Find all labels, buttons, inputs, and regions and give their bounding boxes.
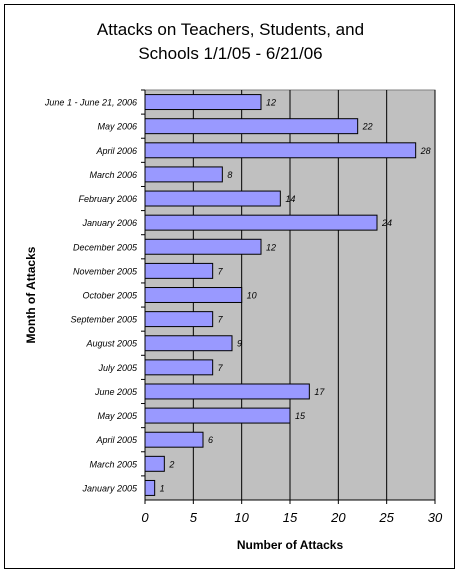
category-label: May 2006 bbox=[97, 122, 137, 132]
category-label: March 2006 bbox=[89, 170, 137, 180]
category-label: June 2005 bbox=[94, 387, 138, 397]
bar bbox=[144, 190, 281, 207]
x-tick-labels: 0 5 10 15 20 25 30 bbox=[141, 500, 443, 525]
x-tick-label: 0 bbox=[141, 510, 149, 525]
data-label: 14 bbox=[285, 194, 295, 204]
data-label: 12 bbox=[266, 242, 276, 252]
chart-title-line-1: Attacks on Teachers, Students, and bbox=[96, 20, 365, 39]
data-label: 7 bbox=[218, 266, 224, 276]
category-label: January 2005 bbox=[81, 483, 138, 493]
category-label: November 2005 bbox=[73, 266, 138, 276]
data-label: 6 bbox=[208, 435, 213, 445]
data-label: 10 bbox=[247, 291, 257, 301]
bar bbox=[144, 431, 204, 448]
data-label: 28 bbox=[420, 146, 431, 156]
bar bbox=[144, 118, 359, 135]
category-label: September 2005 bbox=[70, 315, 138, 325]
bar bbox=[144, 311, 214, 328]
category-label: August 2005 bbox=[85, 339, 138, 349]
x-tick-label: 30 bbox=[428, 510, 443, 525]
y-axis-label: Month of Attacks bbox=[24, 246, 38, 343]
x-tick-label: 5 bbox=[190, 510, 198, 525]
data-label: 8 bbox=[227, 170, 232, 180]
category-label: February 2006 bbox=[78, 194, 137, 204]
bar bbox=[144, 383, 310, 400]
category-label: June 1 - June 21, 2006 bbox=[44, 98, 137, 108]
category-label: April 2006 bbox=[95, 146, 137, 156]
category-label: July 2005 bbox=[97, 363, 138, 373]
chart-title-line-2: Schools 1/1/05 - 6/21/06 bbox=[138, 44, 323, 63]
data-label: 22 bbox=[362, 122, 373, 132]
category-label: April 2005 bbox=[95, 435, 138, 445]
x-tick-label: 15 bbox=[283, 510, 298, 525]
category-label: December 2005 bbox=[73, 242, 138, 252]
x-tick-label: 10 bbox=[234, 510, 249, 525]
category-label: January 2006 bbox=[81, 218, 137, 228]
bar bbox=[144, 359, 214, 376]
data-label: 17 bbox=[314, 387, 325, 397]
data-label: 12 bbox=[266, 98, 276, 108]
bar bbox=[144, 287, 243, 303]
data-label: 15 bbox=[295, 411, 306, 421]
category-label: October 2005 bbox=[82, 291, 138, 301]
category-label: March 2005 bbox=[89, 459, 138, 469]
bar bbox=[144, 335, 233, 352]
category-label: May 2005 bbox=[97, 411, 138, 421]
data-label: 1 bbox=[160, 483, 165, 493]
bar bbox=[144, 238, 262, 255]
x-tick-label: 25 bbox=[378, 510, 394, 525]
data-label: 2 bbox=[168, 459, 174, 469]
data-label: 7 bbox=[218, 363, 224, 373]
x-axis-label: Number of Attacks bbox=[237, 538, 344, 552]
bar bbox=[144, 142, 417, 159]
category-labels: June 1 - June 21, 2006 May 2006 April 2006… bbox=[44, 89, 145, 493]
bar bbox=[144, 455, 165, 472]
bar bbox=[144, 479, 156, 496]
bar bbox=[144, 214, 378, 231]
bar bbox=[144, 262, 214, 279]
value-labels: 12 22 28 8 14 24 12 7 10 7 9 7 17 15 6 2 1 bbox=[160, 98, 431, 494]
data-label: 9 bbox=[237, 339, 242, 349]
bar bbox=[144, 407, 291, 424]
data-label: 7 bbox=[218, 315, 224, 325]
x-tick-label: 20 bbox=[330, 510, 346, 525]
bar bbox=[144, 166, 223, 183]
bar bbox=[144, 94, 262, 111]
data-label: 24 bbox=[381, 218, 392, 228]
chart-title: Attacks on Teachers, Students, and Schoo… bbox=[0, 18, 461, 66]
